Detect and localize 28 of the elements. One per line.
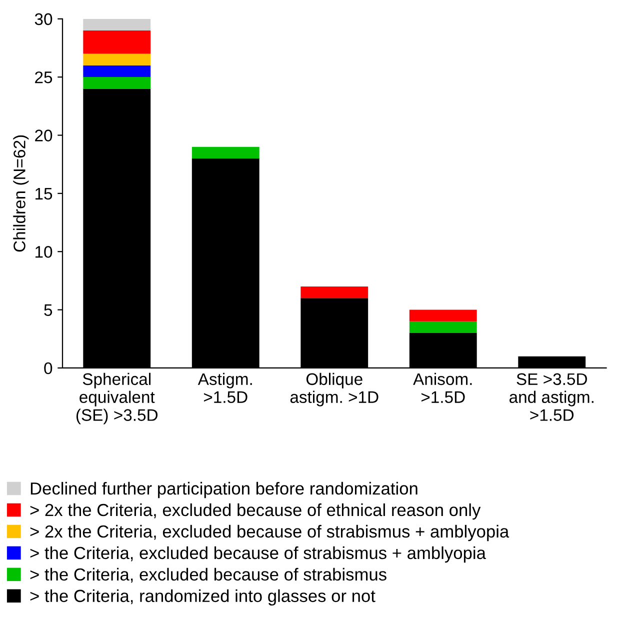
bar bbox=[83, 77, 151, 89]
legend-label: > the Criteria, excluded because of strabismus + amblyopia bbox=[30, 546, 486, 563]
y-tick-label: 15 bbox=[36, 188, 52, 200]
legend-label: > 2x the Criteria, excluded because of strabismus + amblyopia bbox=[30, 524, 510, 542]
legend-label: Declined further participation before randomization bbox=[30, 482, 418, 498]
legend-label: > 2x the Criteria, excluded because of ethnical reason only bbox=[30, 503, 481, 520]
legend-label: > the Criteria, randomized into glasses or not bbox=[30, 589, 376, 606]
bar bbox=[83, 18, 151, 31]
y-tick-label: 5 bbox=[44, 304, 52, 316]
y-tick-label: 25 bbox=[35, 71, 52, 84]
x-tick-label: Anisom. >1.5D bbox=[413, 372, 472, 404]
bar bbox=[300, 286, 368, 298]
bar bbox=[83, 65, 151, 78]
x-tick-label: Oblique astigm. >1D bbox=[290, 372, 378, 406]
y-tick-label: 20 bbox=[35, 130, 52, 142]
x-tick-label: Spherical equivalent (SE) >3.5D bbox=[76, 372, 158, 424]
bar bbox=[192, 146, 260, 159]
y-tick-label: 0 bbox=[44, 362, 52, 374]
x-tick-label: SE >3.5D and astigm. >1.5D bbox=[510, 373, 594, 421]
bar bbox=[83, 54, 151, 66]
bar bbox=[83, 30, 151, 54]
x-tick-label: Astigm. >1.5D bbox=[198, 372, 252, 404]
y-axis-title: Children (N=62) bbox=[13, 135, 29, 252]
legend-label: > the Criteria, excluded because of strabismus bbox=[30, 568, 386, 583]
bar bbox=[409, 321, 477, 334]
bar bbox=[409, 310, 477, 322]
y-tick-label: 30 bbox=[34, 13, 52, 26]
y-tick-label: 10 bbox=[36, 246, 52, 258]
